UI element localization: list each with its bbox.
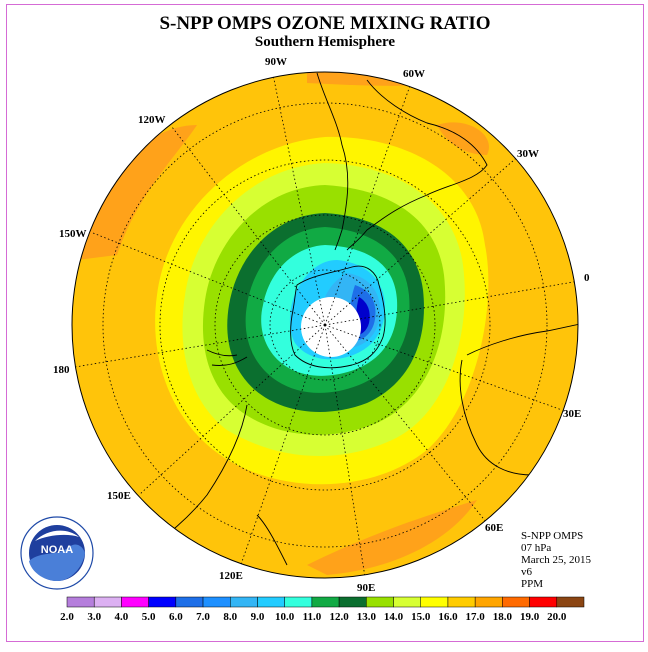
map-figure: S-NPP OMPS OZONE MIXING RATIO Southern H… — [6, 4, 644, 642]
map-title: S-NPP OMPS OZONE MIXING RATIO — [159, 13, 490, 34]
colorbar-label: 15.0 — [411, 611, 431, 623]
label-120e: 120E — [219, 570, 243, 582]
info-date: March 25, 2015 — [521, 554, 591, 566]
info-version: v6 — [521, 566, 533, 578]
label-90w: 90W — [265, 56, 287, 68]
colorbar-swatch — [202, 596, 231, 608]
colorbar-swatch — [284, 596, 313, 608]
colorbar-label: 17.0 — [466, 611, 486, 623]
colorbar-label: 14.0 — [384, 611, 404, 623]
graticule — [74, 72, 578, 578]
colorbar-label: 5.0 — [142, 611, 156, 623]
info-level: 07 hPa — [521, 542, 551, 554]
map-canvas: S-NPP OMPS OZONE MIXING RATIO Southern H… — [20, 13, 591, 623]
colorbar-swatch — [257, 596, 285, 608]
label-30w: 30W — [517, 148, 539, 160]
colorbar-label: 11.0 — [303, 611, 322, 623]
colorbar-label: 13.0 — [357, 611, 377, 623]
ozone-field — [72, 72, 578, 578]
label-0: 0 — [584, 272, 590, 284]
orange-patch-nw — [77, 125, 197, 260]
colorbar-swatch — [366, 596, 394, 608]
colorbar-swatch — [311, 596, 340, 608]
label-150e: 150E — [107, 490, 131, 502]
colorbar-label: 9.0 — [251, 611, 265, 623]
info-units: PPM — [521, 578, 543, 590]
colorbar-label: 19.0 — [520, 611, 540, 623]
colorbar-label: 4.0 — [115, 611, 129, 623]
colorbar-label: 6.0 — [169, 611, 183, 623]
colorbar-swatch — [393, 596, 421, 608]
label-30e: 30E — [563, 408, 581, 420]
label-180: 180 — [53, 364, 70, 376]
label-120w: 120W — [138, 114, 166, 126]
map-subtitle: Southern Hemisphere — [255, 34, 395, 50]
noaa-logo: NOAA — [20, 516, 94, 590]
colorbar-swatch — [502, 596, 530, 608]
colorbar-label: 20.0 — [547, 611, 567, 623]
colorbar-swatch — [121, 596, 149, 608]
orange-patch-south — [307, 500, 477, 575]
label-150w: 150W — [59, 228, 87, 240]
label-90e: 90E — [357, 582, 375, 594]
colorbar-swatch — [338, 596, 367, 608]
colorbar-label: 18.0 — [493, 611, 513, 623]
colorbar-label: 10.0 — [275, 611, 295, 623]
colorbar-label: 12.0 — [329, 611, 349, 623]
colorbar-swatch — [148, 596, 177, 608]
colorbar-swatch — [93, 596, 122, 608]
colorbar-swatch — [529, 596, 558, 608]
colorbar-label: 16.0 — [438, 611, 458, 623]
polar-data-gap — [301, 297, 361, 357]
colorbar-swatch — [230, 596, 258, 608]
colorbar-label: 7.0 — [196, 611, 210, 623]
colorbar-swatch — [556, 596, 585, 608]
colorbar-swatch — [474, 596, 503, 608]
label-60w: 60W — [403, 68, 425, 80]
noaa-logo-text: NOAA — [41, 544, 73, 556]
colorbar-label: 2.0 — [60, 611, 74, 623]
colorbar-swatch — [66, 596, 95, 608]
colorbar-swatch — [447, 596, 476, 608]
colorbar-label: 8.0 — [223, 611, 237, 623]
map-border — [71, 71, 579, 579]
label-60e: 60E — [485, 522, 503, 534]
colorbar: 2.0 3.0 4.0 5.0 6.0 7.0 8.0 9.0 10.0 11.0 12.0 13.0… — [60, 596, 585, 623]
colorbar-swatch — [420, 596, 449, 608]
colorbar-swatch — [175, 596, 204, 608]
info-instrument: S-NPP OMPS — [521, 530, 583, 542]
colorbar-label: 3.0 — [87, 611, 101, 623]
